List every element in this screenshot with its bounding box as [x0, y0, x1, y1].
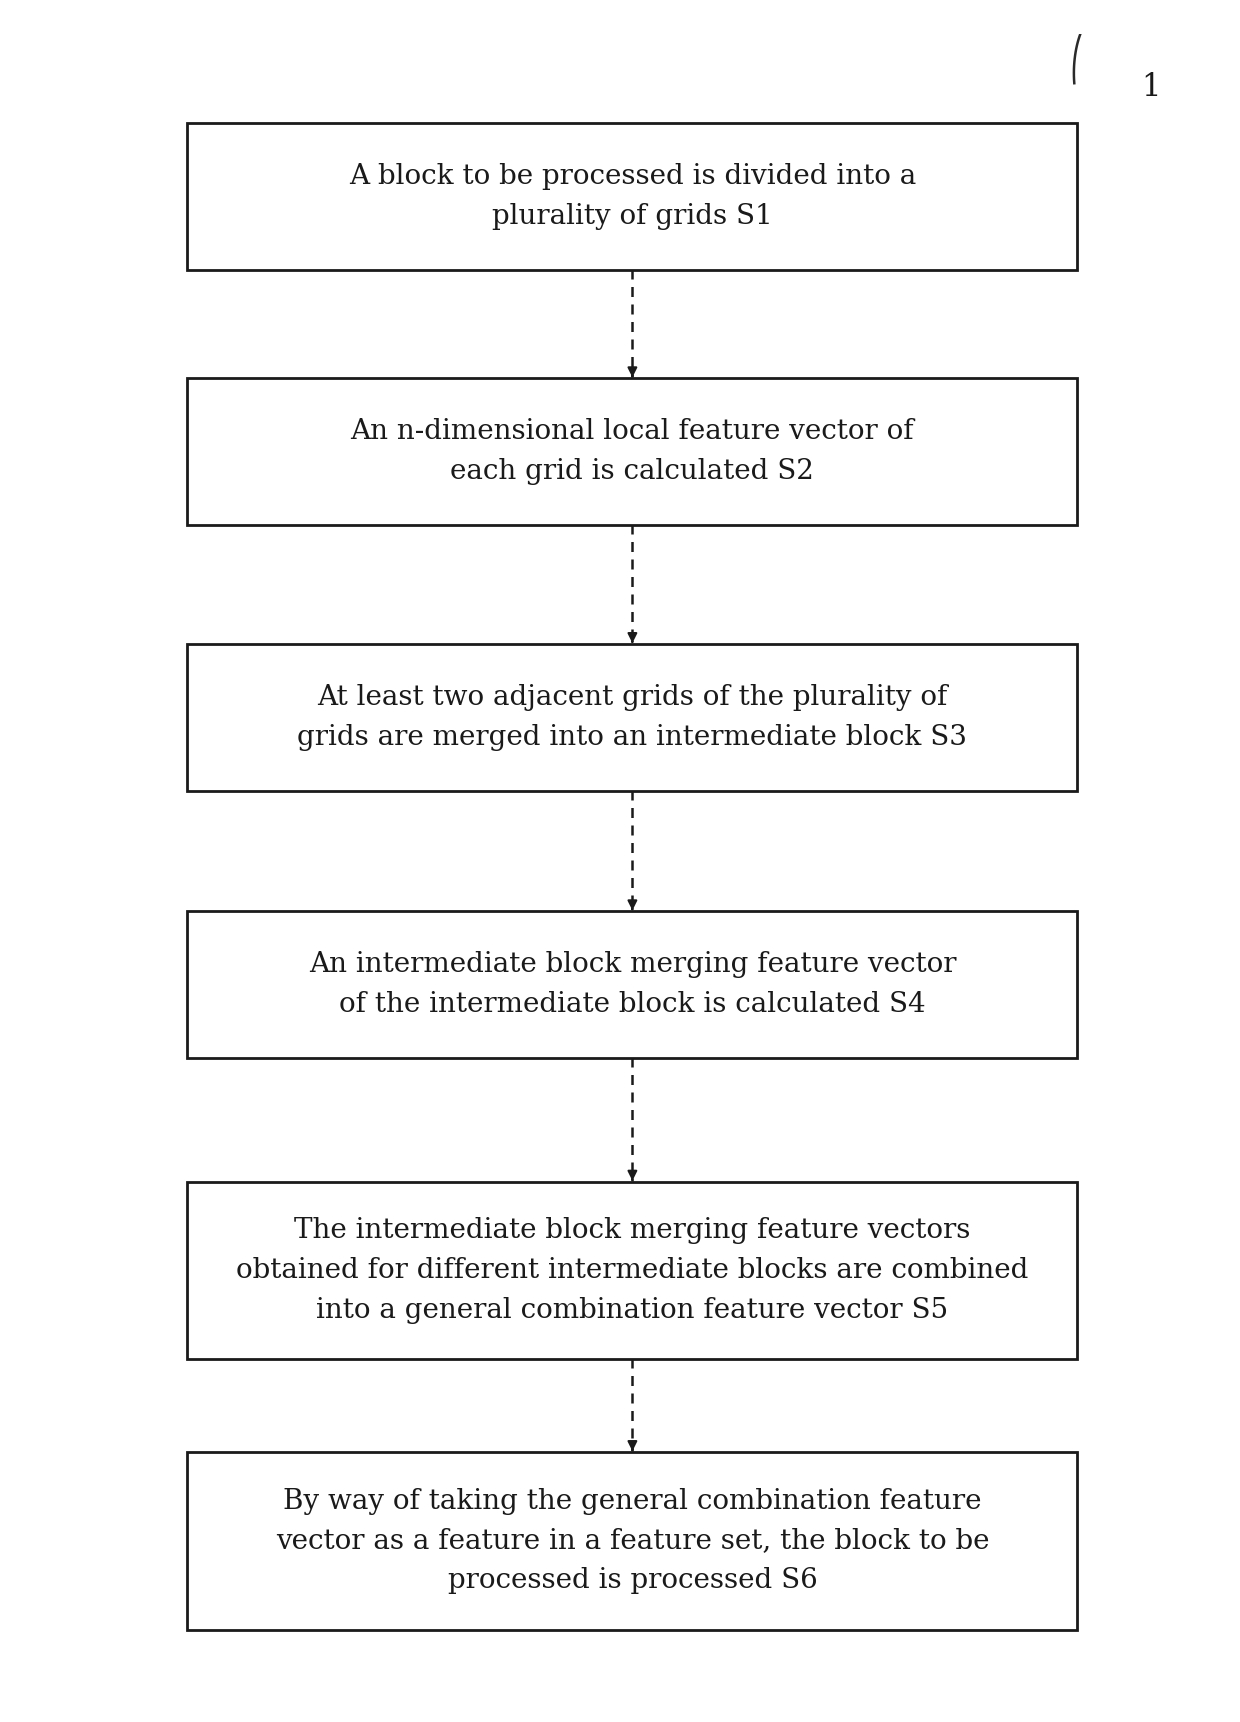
Text: A block to be processed is divided into a
plurality of grids S1: A block to be processed is divided into …: [348, 164, 916, 231]
Bar: [187, 1181, 1078, 1359]
Bar: [187, 379, 1078, 525]
Text: An n-dimensional local feature vector of
each grid is calculated S2: An n-dimensional local feature vector of…: [351, 418, 914, 486]
Text: The intermediate block merging feature vectors
obtained for different intermedia: The intermediate block merging feature v…: [236, 1217, 1029, 1324]
Bar: [187, 644, 1078, 790]
Bar: [187, 911, 1078, 1057]
Bar: [187, 124, 1078, 270]
Text: 1: 1: [1142, 72, 1161, 103]
Text: At least two adjacent grids of the plurality of
grids are merged into an interme: At least two adjacent grids of the plura…: [298, 684, 967, 751]
Text: An intermediate block merging feature vector
of the intermediate block is calcul: An intermediate block merging feature ve…: [309, 951, 956, 1018]
Text: By way of taking the general combination feature
vector as a feature in a featur: By way of taking the general combination…: [275, 1488, 990, 1595]
Bar: [187, 1452, 1078, 1629]
